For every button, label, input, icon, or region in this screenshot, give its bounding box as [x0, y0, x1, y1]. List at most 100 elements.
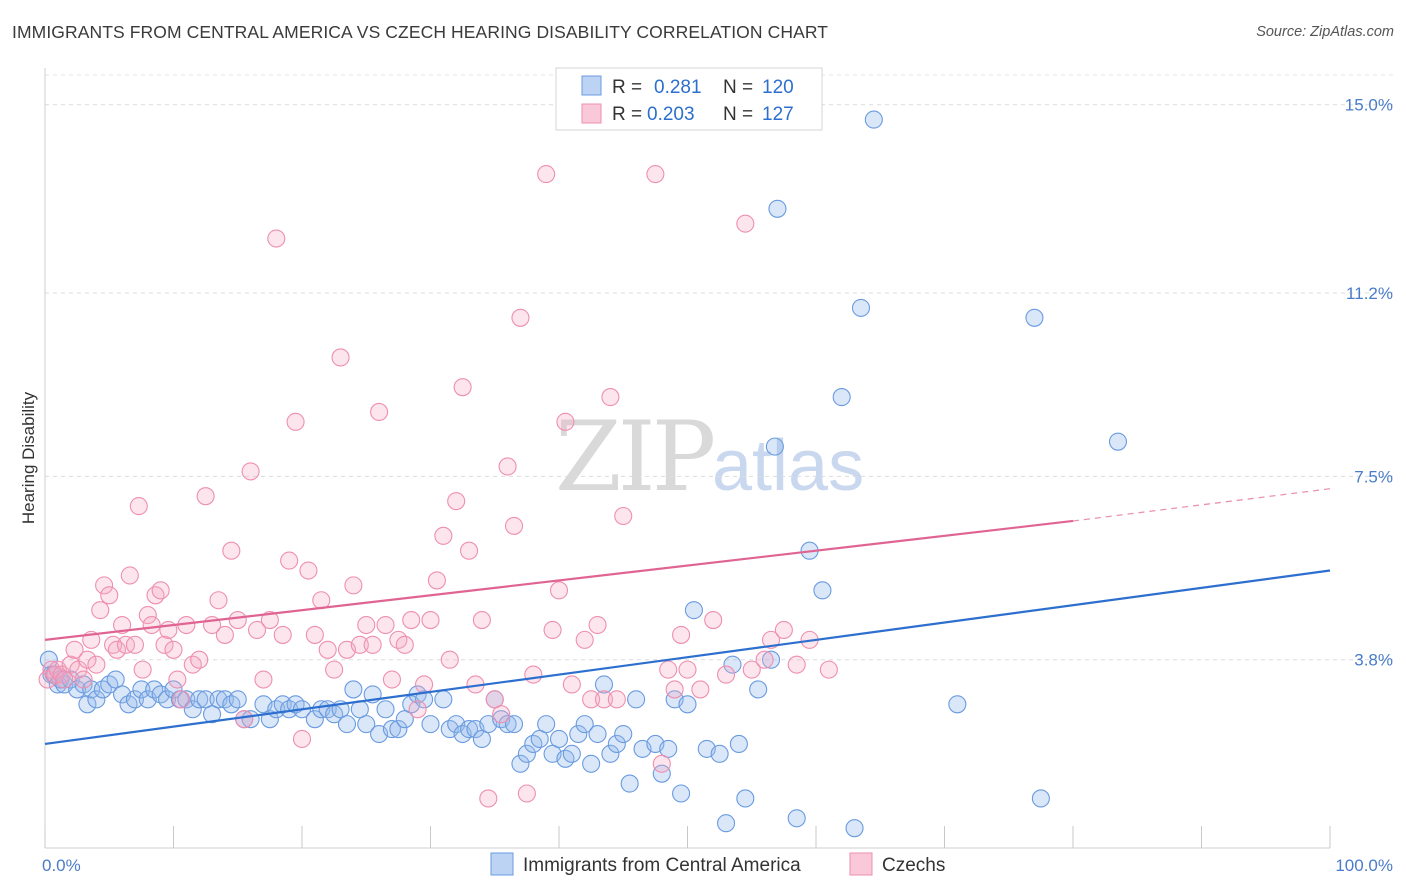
point-czechs-56: [325, 660, 344, 679]
legend-n-label-1: N =: [723, 77, 753, 98]
point-central-america-116: [851, 298, 871, 317]
chart-title: IMMIGRANTS FROM CENTRAL AMERICA VS CZECH…: [12, 22, 829, 42]
point-czechs-83: [498, 457, 517, 476]
point-czechs-97: [601, 388, 620, 407]
point-central-america-11: [87, 690, 106, 709]
y-tick-label-0: 3.8%: [1354, 651, 1393, 670]
point-czechs-112: [761, 630, 781, 649]
trend-line-czechs-extension: [1072, 488, 1331, 522]
point-czechs-51: [292, 729, 312, 749]
point-czechs-101: [652, 754, 671, 773]
point-central-america-17: [125, 690, 144, 709]
point-central-america-89: [607, 734, 626, 753]
chart-source: Source: ZipAtlas.com: [1256, 24, 1394, 40]
point-czechs-75: [447, 492, 466, 511]
bottom-legend: Immigrants from Central America Czechs: [490, 852, 945, 876]
tick-labels: 3.8% 7.5% 11.2% 15.0% 0.0% 100.0%: [42, 96, 1393, 875]
watermark: ZIP atlas: [555, 401, 864, 513]
bottom-legend-swatch-blue: [490, 852, 514, 876]
point-central-america-100: [684, 601, 703, 620]
point-czechs-21: [125, 635, 144, 654]
trend-line-czechs: [44, 519, 1074, 641]
point-central-america-9: [78, 695, 97, 714]
point-central-america-103: [716, 814, 736, 833]
point-czechs-12: [87, 655, 106, 674]
point-czechs-55: [318, 640, 337, 659]
point-czechs-13: [91, 601, 110, 620]
point-czechs-87: [524, 665, 543, 684]
point-central-america-88: [601, 744, 620, 763]
point-central-america-49: [344, 680, 363, 699]
point-czechs-111: [755, 650, 774, 669]
point-czechs-41: [228, 611, 247, 630]
point-central-america-60: [415, 690, 434, 709]
point-czechs-25: [142, 615, 161, 635]
point-czechs-23: [133, 660, 152, 679]
x-tick-label-0: 0.0%: [42, 856, 81, 875]
point-central-america-72: [498, 715, 517, 734]
point-central-america-115: [845, 819, 864, 838]
point-central-america-121: [1108, 432, 1128, 451]
point-central-america-98: [672, 784, 691, 803]
legend-r-label-2: R =: [612, 104, 642, 125]
point-czechs-88: [537, 165, 556, 184]
point-czechs-110: [742, 660, 761, 679]
watermark-zip: ZIP: [555, 401, 714, 513]
point-czechs-116: [819, 660, 838, 679]
legend-swatch-pink: [581, 103, 602, 124]
point-czechs-114: [787, 655, 806, 674]
point-czechs-65: [382, 670, 402, 689]
bottom-legend-swatch-pink: [849, 852, 873, 876]
point-czechs-103: [665, 680, 684, 699]
point-central-america-25: [177, 690, 196, 709]
point-czechs-14: [95, 576, 114, 595]
point-central-america-33: [228, 690, 247, 709]
point-central-america-92: [627, 690, 646, 709]
point-czechs-71: [421, 611, 440, 630]
point-czechs-108: [716, 665, 736, 684]
point-czechs-64: [376, 615, 395, 635]
legend-r-value-2: 0.203: [647, 104, 695, 125]
point-central-america-78: [537, 715, 556, 734]
point-central-america-55: [382, 720, 402, 739]
point-czechs-36: [196, 487, 215, 506]
point-central-america-99: [678, 695, 697, 714]
point-czechs-24: [138, 606, 157, 625]
point-czechs-113: [774, 620, 793, 640]
point-central-america-111: [768, 199, 787, 218]
point-czechs-61: [357, 615, 376, 635]
point-czechs-10: [78, 650, 97, 669]
point-central-america-51: [357, 715, 376, 734]
legend-r-label-1: R =: [612, 77, 642, 98]
point-central-america-117: [864, 110, 883, 129]
point-czechs-100: [646, 165, 665, 184]
point-czechs-7: [65, 640, 84, 659]
point-czechs-94: [582, 690, 601, 709]
point-central-america-85: [582, 754, 601, 773]
point-czechs-68: [402, 611, 421, 630]
point-czechs-76: [453, 378, 472, 397]
legend-n-value-1: 120: [762, 77, 794, 98]
point-czechs-50: [286, 412, 305, 431]
point-czechs-2: [46, 665, 65, 684]
point-central-america-66: [459, 720, 479, 739]
bottom-legend-label-pink: Czechs: [882, 855, 945, 876]
point-czechs-46: [260, 611, 279, 630]
point-czechs-74: [440, 650, 459, 669]
point-czechs-69: [408, 700, 427, 719]
point-czechs-67: [395, 635, 414, 654]
point-czechs-30: [164, 640, 183, 659]
point-central-america-73: [504, 715, 524, 734]
point-czechs-17: [107, 640, 127, 659]
point-czechs-52: [299, 561, 318, 580]
point-czechs-89: [543, 620, 562, 640]
axes: [44, 68, 1331, 849]
point-czechs-8: [69, 660, 88, 679]
point-czechs-39: [215, 625, 234, 644]
point-czechs-86: [517, 784, 536, 803]
point-czechs-60: [350, 635, 369, 654]
legend-n-value-2: 127: [762, 104, 794, 125]
point-czechs-15: [100, 586, 119, 605]
point-czechs-4: [52, 665, 71, 684]
